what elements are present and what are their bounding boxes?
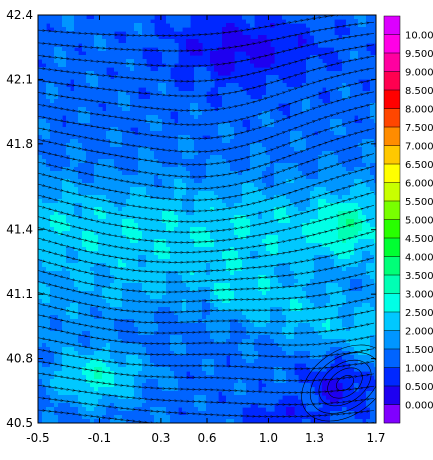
colorbar-label: 4.500: [405, 234, 433, 245]
colorbar-label: 9.500: [405, 49, 433, 60]
y-tick-label: 41.1: [6, 287, 33, 301]
colorbar-segment: [384, 331, 400, 350]
colorbar-segment: [384, 201, 400, 220]
colorbar-segment: [384, 35, 400, 54]
colorbar-segment: [384, 220, 400, 239]
colorbar-segment: [384, 16, 400, 35]
colorbar-segment: [384, 386, 400, 405]
colorbar-segment: [384, 349, 400, 368]
colorbar-label: 2.500: [405, 308, 433, 319]
colorbar-segment: [384, 257, 400, 276]
colorbar-label: 5.000: [405, 216, 433, 227]
colorbar-label: 7.000: [405, 142, 433, 153]
y-tick-label: 42.4: [6, 8, 33, 22]
colorbar-label: 2.000: [405, 327, 433, 338]
x-tick-label: 1.3: [305, 431, 324, 445]
x-tick-label: 0.3: [151, 431, 170, 445]
colorbar-label: 6.500: [405, 160, 433, 171]
y-tick-label: 41.8: [6, 137, 33, 151]
colorbar-label: 10.00: [405, 31, 433, 42]
colorbar-label: 6.000: [405, 179, 433, 190]
colorbar-segment: [384, 294, 400, 313]
colorbar-label: 0.000: [405, 401, 433, 412]
colorbar: 0.000 0.500 1.000 1.500 2.000 2.500 3.000 3.500…: [384, 16, 433, 423]
colorbar-segment: [384, 146, 400, 165]
colorbar-segment: [384, 183, 400, 202]
colorbar-label: 5.500: [405, 197, 433, 208]
colorbar-label: 8.000: [405, 105, 433, 116]
colorbar-segment: [384, 405, 400, 424]
x-tick-label: 1.7: [366, 431, 385, 445]
colorbar-segment: [384, 368, 400, 387]
y-tick-label: 40.8: [6, 352, 33, 366]
colorbar-segment: [384, 164, 400, 183]
colorbar-segment: [384, 72, 400, 91]
colorbar-label: 9.000: [405, 68, 433, 79]
colorbar-segment: [384, 109, 400, 128]
y-tick-label: 42.1: [6, 72, 33, 86]
colorbar-label: 3.000: [405, 290, 433, 301]
x-tick-label: 1.0: [259, 431, 278, 445]
y-tick-label: 40.5: [6, 416, 33, 430]
colorbar-segment: [384, 238, 400, 257]
colorbar-label: 1.500: [405, 345, 433, 356]
colorbar-segment: [384, 53, 400, 72]
colorbar-label: 7.500: [405, 123, 433, 134]
colorbar-segment: [384, 127, 400, 146]
colorbar-segment: [384, 90, 400, 109]
colorbar-label: 1.000: [405, 364, 433, 375]
y-tick-label: 41.4: [6, 223, 33, 237]
colorbar-label: 3.500: [405, 271, 433, 282]
x-tick-label: 0.6: [197, 431, 216, 445]
colorbar-segment: [384, 312, 400, 331]
x-tick-label: -0.1: [88, 431, 111, 445]
x-tick-label: -0.5: [26, 431, 49, 445]
colorbar-label: 4.000: [405, 253, 433, 264]
colorbar-label: 8.500: [405, 86, 433, 97]
colorbar-label: 0.500: [405, 382, 433, 393]
colorbar-segment: [384, 275, 400, 294]
